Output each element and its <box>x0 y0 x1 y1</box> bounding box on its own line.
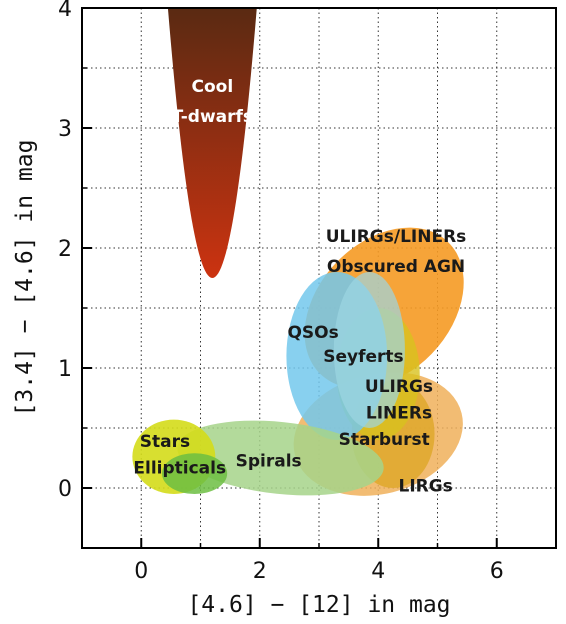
y-tick-label: 1 <box>58 357 72 382</box>
region-spirals <box>177 420 384 496</box>
region-labels: Cool T-dwarfs ULIRGs/LINERs Obscured AGN QSO… <box>133 77 466 497</box>
region-label: Seyferts <box>323 347 403 367</box>
region-label: Stars <box>140 432 190 452</box>
y-tick-label: 0 <box>58 477 72 502</box>
regions <box>132 8 464 496</box>
region-label: T-dwarfs <box>172 107 253 127</box>
x-tick-label: 2 <box>253 559 267 584</box>
region-label: LIRGs <box>398 477 452 497</box>
y-tick-label: 3 <box>58 117 72 142</box>
y-tick-label: 2 <box>58 237 72 262</box>
region-label: Starburst <box>339 430 430 450</box>
region-label: Spirals <box>236 451 302 471</box>
region-label: Ellipticals <box>133 459 226 479</box>
x-tick-label: 0 <box>134 559 148 584</box>
region-label: Cool <box>192 77 234 97</box>
y-axis-title: [3.4] − [4.6] in mag <box>12 140 38 417</box>
region-label: QSOs <box>287 323 338 343</box>
axis-ticks: 0 2 4 6 0 1 2 3 4 <box>58 0 557 584</box>
region-seyferts <box>333 272 405 428</box>
region-label: ULIRGs/LINERs <box>326 227 467 247</box>
region-label: LINERs <box>366 403 432 423</box>
x-axis-title: [4.6] − [12] in mag <box>187 592 450 618</box>
region-label: Obscured AGN <box>327 257 465 277</box>
x-tick-label: 4 <box>371 559 385 584</box>
region-ellipticals <box>161 453 228 494</box>
y-tick-label: 4 <box>58 0 72 22</box>
x-tick-label: 6 <box>490 559 504 584</box>
region-label: ULIRGs <box>365 377 433 397</box>
region-cool-t-dwarfs <box>167 8 257 278</box>
